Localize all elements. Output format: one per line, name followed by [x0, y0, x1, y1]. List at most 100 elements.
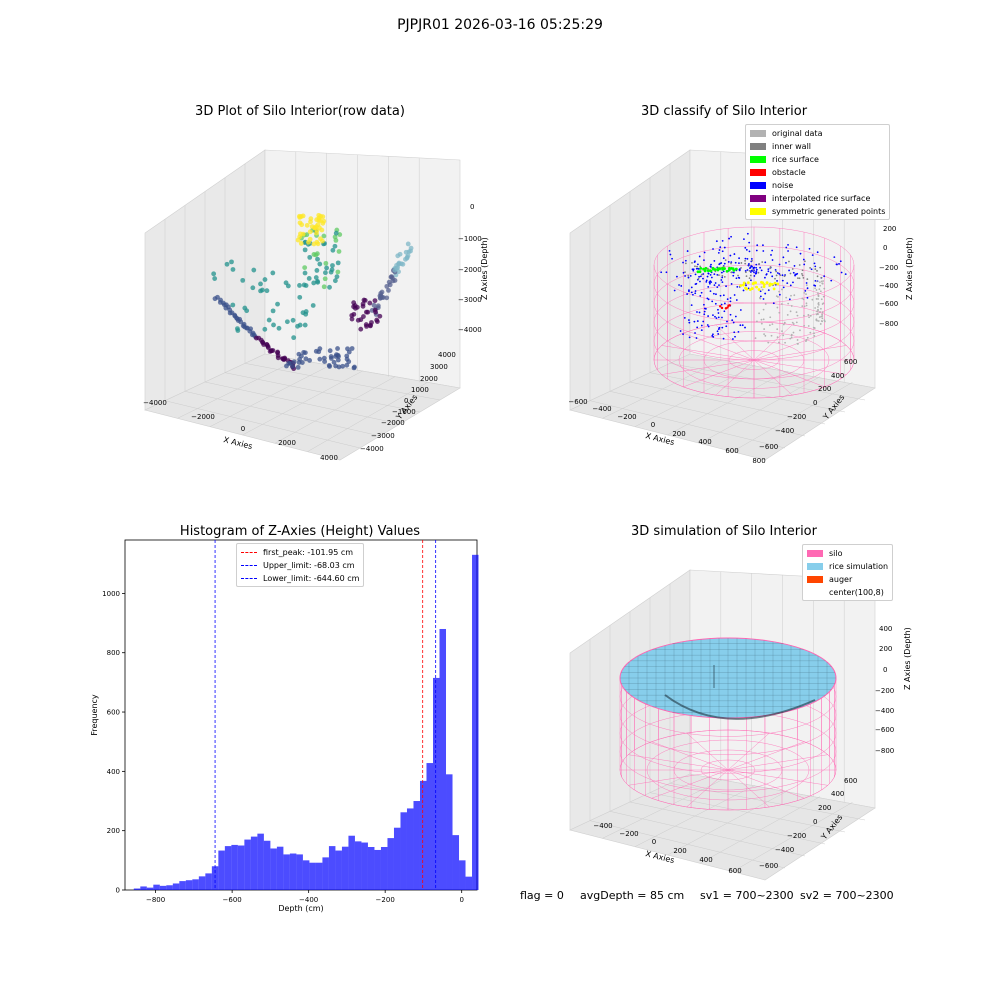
y-tick: 600 — [844, 358, 857, 366]
data-point — [716, 286, 719, 288]
histogram-bar — [433, 677, 440, 890]
data-point — [287, 361, 293, 366]
data-point — [814, 287, 816, 290]
histogram-bar — [237, 845, 245, 890]
silo-floor-spoke — [683, 359, 755, 388]
data-point — [333, 230, 339, 236]
data-point — [349, 313, 355, 318]
data-point — [302, 350, 308, 356]
data-point — [330, 263, 335, 268]
panel3-legend: first_peak: -101.95 cm Upper_limit: -68.… — [236, 543, 365, 587]
data-point — [785, 296, 788, 299]
data-point — [745, 248, 748, 251]
data-point — [335, 352, 341, 358]
grid-line — [732, 802, 853, 872]
status-flag: flag = 0 — [520, 889, 564, 902]
data-point — [724, 259, 727, 261]
data-point — [759, 295, 762, 298]
data-point — [805, 304, 808, 307]
data-point — [803, 263, 806, 266]
data-point — [799, 329, 801, 332]
legend-swatch — [750, 169, 766, 176]
data-point — [678, 284, 680, 286]
data-point — [803, 291, 806, 294]
panel1-x-ticks: −4000 −2000 0 2000 4000 — [143, 399, 338, 462]
data-point — [817, 298, 819, 300]
data-point — [744, 246, 747, 249]
data-point — [731, 319, 734, 322]
x-tick: 400 — [699, 856, 712, 864]
data-point — [721, 326, 724, 329]
data-point — [771, 259, 774, 261]
legend-item: noise — [750, 179, 885, 192]
data-point — [744, 269, 747, 272]
data-point — [750, 269, 753, 272]
data-point — [776, 282, 780, 286]
data-point — [679, 330, 682, 332]
data-point — [729, 297, 732, 299]
data-point — [730, 235, 732, 238]
data-point — [817, 320, 820, 322]
data-point — [315, 279, 321, 285]
y-tick: −200 — [787, 413, 806, 421]
data-point — [833, 256, 836, 259]
data-point — [276, 325, 282, 331]
panel3-axes: −800 −600 −400 −200 0 0 200 400 600 800 1000 Dept… — [90, 539, 479, 913]
data-point — [732, 274, 735, 277]
legend-item: inner wall — [750, 140, 885, 153]
legend-item: silo — [807, 547, 888, 560]
data-point — [816, 275, 819, 278]
data-point — [759, 266, 762, 269]
data-point — [822, 295, 825, 298]
x-tick: 200 — [672, 430, 685, 438]
data-point — [227, 310, 233, 316]
data-point — [717, 312, 720, 314]
data-point — [815, 319, 818, 321]
data-point — [696, 326, 699, 329]
data-point — [688, 321, 691, 324]
data-point — [762, 244, 764, 247]
data-point — [703, 269, 707, 273]
data-point — [725, 269, 729, 273]
data-point — [358, 317, 364, 323]
z-tick: −4000 — [458, 326, 482, 334]
data-point — [306, 239, 311, 245]
data-point — [717, 328, 720, 330]
data-point — [710, 276, 713, 279]
data-point — [693, 261, 696, 264]
data-point — [789, 284, 792, 287]
data-point — [706, 324, 709, 326]
data-point — [746, 269, 749, 271]
data-point — [778, 273, 781, 275]
legend-item: Lower_limit: -644.60 cm — [241, 572, 359, 585]
y-tick: −600 — [759, 443, 778, 451]
legend-line — [241, 565, 257, 566]
data-point — [805, 338, 808, 341]
data-point — [698, 270, 702, 274]
silo-floor-spoke — [686, 732, 729, 771]
panel2-legend: original data inner wall rice surface ob… — [745, 124, 891, 220]
data-point — [755, 268, 758, 271]
data-point — [235, 328, 241, 333]
data-point — [728, 304, 731, 307]
data-point — [818, 281, 821, 284]
data-point — [332, 278, 338, 284]
histogram-bar — [459, 860, 466, 890]
silo-floor-spoke — [628, 769, 729, 786]
data-point — [720, 262, 723, 264]
data-point — [744, 257, 747, 260]
data-point — [314, 268, 320, 273]
data-point — [770, 283, 774, 286]
x-tick-label: −800 — [146, 896, 165, 904]
data-point — [715, 293, 717, 296]
data-point — [394, 265, 399, 271]
histogram-bar — [231, 844, 238, 890]
data-point — [767, 268, 770, 271]
legend-swatch — [750, 130, 766, 137]
data-point — [714, 302, 717, 305]
histogram-bar — [263, 840, 271, 890]
data-point — [703, 251, 706, 254]
data-point — [816, 251, 819, 254]
data-point — [696, 320, 699, 322]
z-tick: 200 — [883, 225, 896, 233]
